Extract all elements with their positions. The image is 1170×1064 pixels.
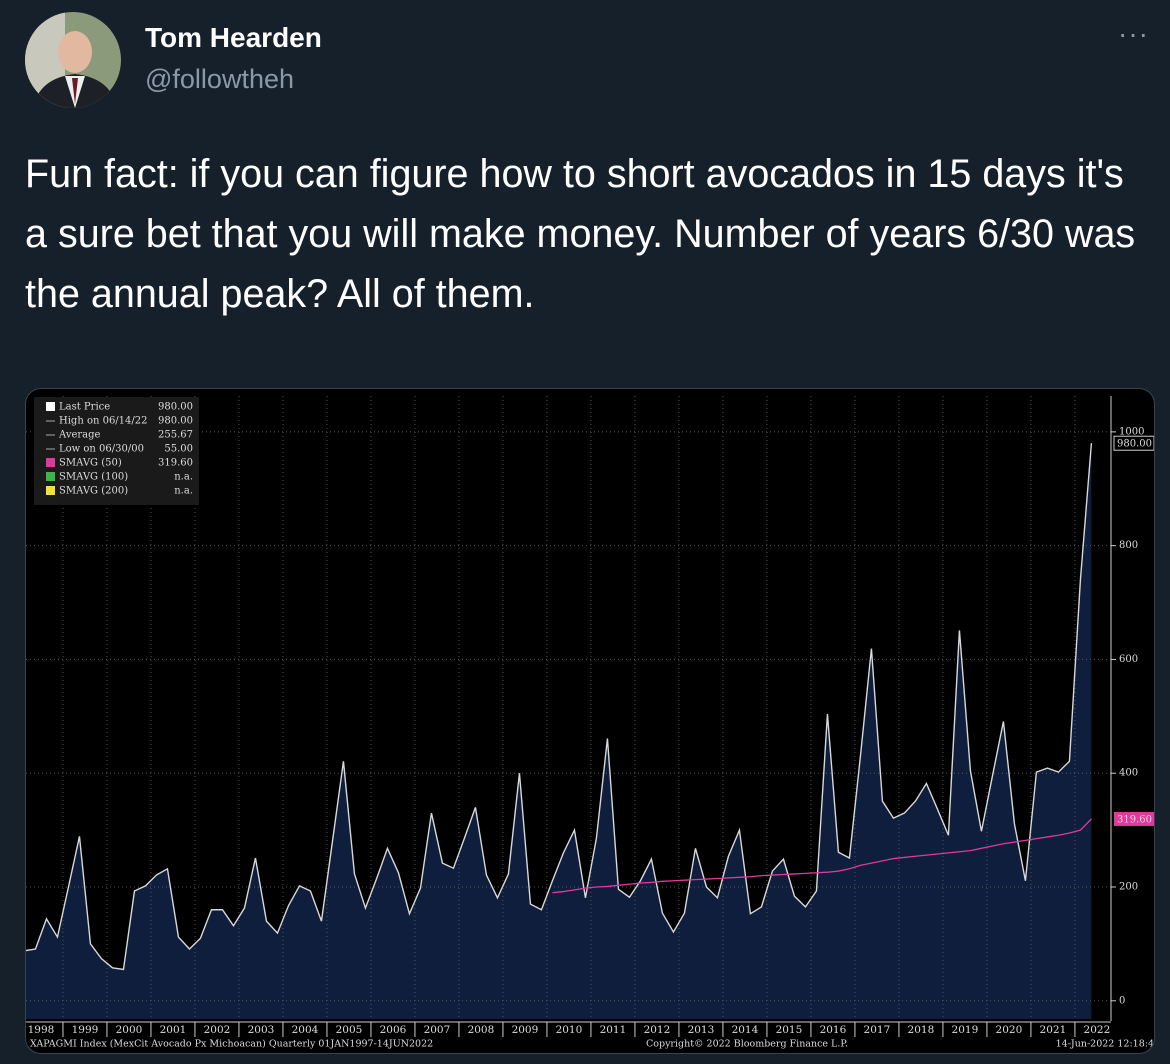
legend-value: 980.00 bbox=[158, 402, 193, 413]
x-tick-label: 2008 bbox=[468, 1024, 495, 1036]
x-tick-label: 2018 bbox=[908, 1024, 935, 1036]
author-name[interactable]: Tom Hearden bbox=[145, 22, 322, 53]
legend-swatch bbox=[46, 402, 55, 411]
legend-box bbox=[34, 397, 199, 505]
x-tick-label: 2009 bbox=[512, 1024, 539, 1036]
x-tick-label: 2016 bbox=[820, 1024, 847, 1036]
author-handle[interactable]: @followtheh bbox=[145, 64, 294, 94]
x-tick-label: 2003 bbox=[248, 1024, 275, 1036]
x-tick-label: 2019 bbox=[952, 1024, 979, 1036]
x-tick-label: 2020 bbox=[996, 1024, 1023, 1036]
more-button[interactable]: ··· bbox=[1118, 18, 1149, 49]
x-tick-label: 2007 bbox=[424, 1024, 451, 1036]
area bbox=[26, 443, 1092, 1019]
legend-value: 980.00 bbox=[158, 416, 193, 427]
legend-swatch bbox=[46, 458, 55, 467]
y-tick-label: 0 bbox=[1119, 995, 1125, 1006]
legend-label: SMAVG (50) bbox=[59, 458, 122, 469]
legend-label: SMAVG (200) bbox=[59, 486, 128, 497]
x-tick-label: 2011 bbox=[600, 1024, 627, 1036]
y-tick-label: 1000 bbox=[1119, 426, 1144, 437]
value-label: 980.00 bbox=[1117, 439, 1152, 450]
x-tick-label: 2012 bbox=[644, 1024, 671, 1036]
x-tick-label: 2015 bbox=[776, 1024, 803, 1036]
x-tick-label: 1999 bbox=[72, 1024, 99, 1036]
x-tick-label: 2006 bbox=[380, 1024, 407, 1036]
x-tick-label: 2002 bbox=[204, 1024, 231, 1036]
x-tick-label: 2013 bbox=[688, 1024, 715, 1036]
x-tick-label: 2014 bbox=[732, 1024, 759, 1036]
legend-value: 55.00 bbox=[164, 444, 193, 455]
y-tick-label: 600 bbox=[1119, 654, 1138, 665]
legend-label: High on 06/14/22 bbox=[59, 416, 148, 427]
x-tick-label: 2022 bbox=[1084, 1024, 1111, 1036]
legend-label: Last Price bbox=[59, 402, 110, 413]
legend-label: Average bbox=[58, 430, 101, 441]
line bbox=[26, 443, 1093, 971]
x-tick-label: 2004 bbox=[292, 1024, 319, 1036]
x-tick-label: 2017 bbox=[864, 1024, 891, 1036]
line bbox=[552, 818, 1092, 894]
chart: 980.00 319.60 0 200 400 600 800 1000 1998 1999 200… bbox=[26, 396, 1154, 1050]
x-tick-label: 2001 bbox=[160, 1024, 187, 1036]
legend-value: 255.67 bbox=[158, 430, 193, 441]
value-tag bbox=[1113, 435, 1154, 451]
legend: Last Price 980.00 High on 06/14/22 980.00 Av… bbox=[34, 397, 199, 505]
legend-label: SMAVG (100) bbox=[59, 472, 128, 483]
value-label: 319.60 bbox=[1117, 814, 1152, 825]
y-tick-label: 800 bbox=[1119, 540, 1138, 551]
legend-swatch bbox=[46, 472, 55, 481]
legend-swatch bbox=[46, 486, 55, 495]
x-tick-label: 2000 bbox=[116, 1024, 143, 1036]
legend-label: Low on 06/30/00 bbox=[59, 444, 144, 455]
x-tick-label: 2021 bbox=[1040, 1024, 1067, 1036]
y-tick-label: 400 bbox=[1119, 768, 1138, 779]
x-tick-label: 1998 bbox=[28, 1024, 55, 1036]
x-tick-label: 2010 bbox=[556, 1024, 583, 1036]
legend-value: n.a. bbox=[174, 472, 193, 483]
avatar[interactable] bbox=[25, 12, 121, 108]
value-tag bbox=[1114, 811, 1154, 826]
tweet-text: Fun fact: if you can figure how to short… bbox=[25, 152, 1136, 316]
footer-right: 14-Jun-2022 12:18:4 bbox=[1056, 1039, 1154, 1050]
chart-image[interactable]: 980.00 319.60 0 200 400 600 800 1000 1998 1999 200… bbox=[25, 388, 1155, 1054]
legend-value: 319.60 bbox=[158, 458, 193, 469]
x-tick-label: 2005 bbox=[336, 1024, 363, 1036]
footer-left: XAPAGMI Index (MexCit Avocado Px Michoac… bbox=[30, 1039, 433, 1050]
legend-value: n.a. bbox=[174, 486, 193, 497]
footer-center: Copyright© 2022 Bloomberg Finance L.P. bbox=[646, 1039, 848, 1050]
y-tick-label: 200 bbox=[1119, 882, 1138, 893]
